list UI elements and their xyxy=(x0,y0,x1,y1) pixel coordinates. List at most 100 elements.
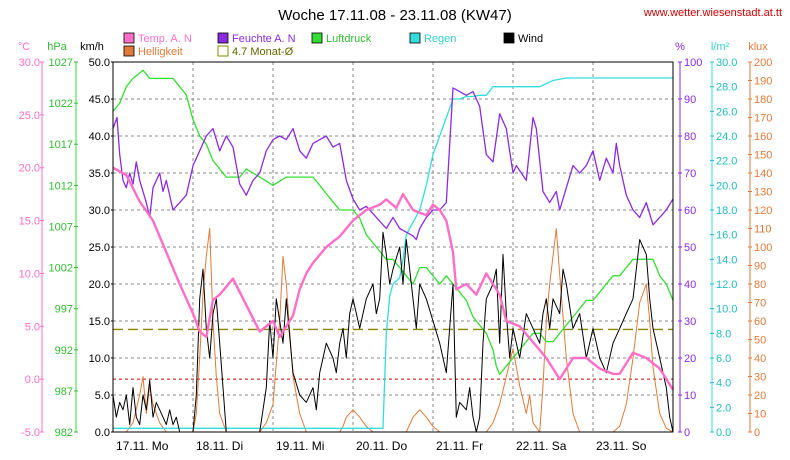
brightness-tick-label: 200 xyxy=(754,57,772,69)
pressure-tick-label: 1007 xyxy=(49,221,73,233)
legend-label-temp: Temp. A. N xyxy=(138,33,192,45)
pressure-tick-label: 1012 xyxy=(49,180,73,192)
legend-label-humidity: Feuchte A. N xyxy=(232,33,296,45)
legend-swatch-monthly-avg xyxy=(217,45,229,57)
legend: Temp. A. N Feuchte A. N Luftdruck Regen … xyxy=(123,32,543,58)
rain-tick-label: 30.0 xyxy=(716,57,737,69)
axis-unit-labels: °C hPa km/h % l/m² klux xyxy=(18,41,768,53)
brightness-tick-label: 50 xyxy=(754,335,766,347)
pressure-axis-unit: hPa xyxy=(47,41,67,53)
brightness-tick-label: 90 xyxy=(754,261,766,273)
wind-tick-label: 35.0 xyxy=(89,168,110,180)
wind-tick-label: 5.0 xyxy=(95,390,110,402)
rain-tick-label: 28.0 xyxy=(716,82,737,94)
source-link[interactable]: www.wetter.wiesenstadt.at.tt xyxy=(643,7,782,19)
pressure-tick-label: 1002 xyxy=(49,263,73,275)
wind-tick-label: 0.0 xyxy=(95,427,110,439)
brightness-tick-label: 10 xyxy=(754,409,766,421)
pressure-tick-label: 992 xyxy=(55,345,73,357)
brightness-tick-label: 140 xyxy=(754,168,772,180)
temp-tick-label: 30.0 xyxy=(19,57,40,69)
humidity-tick-label: 80 xyxy=(684,131,696,143)
pressure-tick-label: 1017 xyxy=(49,139,73,151)
rain-tick-label: 20.0 xyxy=(716,180,737,192)
pressure-tick-label: 1027 xyxy=(49,57,73,69)
brightness-tick-label: 80 xyxy=(754,279,766,291)
humidity-axis-unit: % xyxy=(675,41,685,53)
brightness-tick-label: 180 xyxy=(754,94,772,106)
legend-swatch-rain xyxy=(409,32,421,44)
brightness-tick-label: 110 xyxy=(754,224,772,236)
wind-tick-label: 15.0 xyxy=(89,316,110,328)
brightness-tick-label: 0 xyxy=(754,427,760,439)
rain-tick-label: 26.0 xyxy=(716,106,737,118)
legend-label-pressure: Luftdruck xyxy=(326,33,372,45)
brightness-axis-unit: klux xyxy=(748,41,768,53)
brightness-tick-label: 70 xyxy=(754,298,766,310)
humidity-tick-label: 40 xyxy=(684,279,696,291)
brightness-tick-label: 100 xyxy=(754,242,772,254)
pressure-tick-label: 1022 xyxy=(49,98,73,110)
brightness-tick-label: 30 xyxy=(754,372,766,384)
brightness-tick-label: 160 xyxy=(754,131,772,143)
humidity-tick-label: 30 xyxy=(684,316,696,328)
plot-frame xyxy=(112,61,674,433)
x-tick-label: 21.11. Fr xyxy=(436,439,483,453)
brightness-tick-label: 150 xyxy=(754,150,772,162)
humidity-tick-label: 50 xyxy=(684,242,696,254)
humidity-tick-label: 0 xyxy=(684,427,690,439)
brightness-tick-label: 170 xyxy=(754,113,772,125)
x-tick-label: 17.11. Mo xyxy=(116,439,169,453)
wind-tick-label: 20.0 xyxy=(89,279,110,291)
chart-title: Woche 17.11.08 - 23.11.08 (KW47) xyxy=(278,7,511,24)
rain-tick-label: 12.0 xyxy=(716,279,737,291)
humidity-tick-label: 100 xyxy=(684,57,702,69)
brightness-tick-label: 120 xyxy=(754,205,772,217)
rain-tick-label: 6.0 xyxy=(716,353,731,365)
humidity-tick-label: 70 xyxy=(684,168,696,180)
rain-tick-label: 8.0 xyxy=(716,328,731,340)
temp-tick-label: 20.0 xyxy=(19,163,40,175)
wind-tick-label: 40.0 xyxy=(89,131,110,143)
temp-tick-label: 0.0 xyxy=(25,374,40,386)
rain-tick-label: 4.0 xyxy=(716,378,731,390)
pressure-series-line xyxy=(112,69,674,376)
legend-swatch-temp xyxy=(123,32,135,44)
pressure-tick-label: 987 xyxy=(55,386,73,398)
x-tick-label: 19.11. Mi xyxy=(276,439,324,453)
rain-tick-label: 10.0 xyxy=(716,304,737,316)
rain-axis-unit: l/m² xyxy=(711,41,730,53)
wind-tick-label: 45.0 xyxy=(89,94,110,106)
grid-lines xyxy=(113,62,673,432)
temp-tick-label: 25.0 xyxy=(19,110,40,122)
humidity-tick-label: 10 xyxy=(684,390,696,402)
wind-axis-unit: km/h xyxy=(80,41,104,53)
rain-tick-label: 14.0 xyxy=(716,254,737,266)
temp-tick-label: 15.0 xyxy=(19,216,40,228)
legend-swatch-pressure xyxy=(311,32,323,44)
temp-axis-unit: °C xyxy=(18,41,30,53)
x-tick-label: 23.11. So xyxy=(596,439,647,453)
wind-tick-label: 50.0 xyxy=(89,57,110,69)
brightness-tick-label: 130 xyxy=(754,187,772,199)
humidity-tick-label: 90 xyxy=(684,94,696,106)
rain-series-line xyxy=(113,77,673,429)
legend-swatch-humidity xyxy=(217,32,229,44)
brightness-tick-label: 190 xyxy=(754,76,772,88)
wind-tick-label: 10.0 xyxy=(89,353,110,365)
rain-tick-label: 16.0 xyxy=(716,230,737,242)
rain-tick-label: 22.0 xyxy=(716,156,737,168)
rain-tick-label: 2.0 xyxy=(716,402,731,414)
x-tick-label: 20.11. Do xyxy=(356,439,407,453)
pressure-tick-label: 997 xyxy=(55,304,73,316)
legend-swatch-wind xyxy=(503,32,515,44)
humidity-series-line xyxy=(112,87,674,241)
x-tick-label: 18.11. Di xyxy=(196,439,243,453)
wind-tick-label: 25.0 xyxy=(89,242,110,254)
rain-tick-label: 24.0 xyxy=(716,131,737,143)
temp-series-line xyxy=(112,166,675,391)
legend-label-wind: Wind xyxy=(518,33,543,45)
temp-tick-label: 5.0 xyxy=(25,321,40,333)
x-tick-label: 22.11. Sa xyxy=(516,439,567,453)
